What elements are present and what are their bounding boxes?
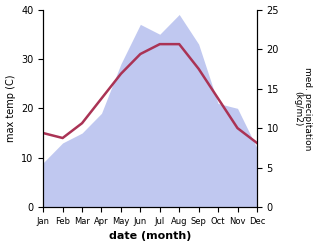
Y-axis label: max temp (C): max temp (C) [5,75,16,142]
X-axis label: date (month): date (month) [109,231,191,242]
Y-axis label: med. precipitation
(kg/m2): med. precipitation (kg/m2) [293,67,313,150]
